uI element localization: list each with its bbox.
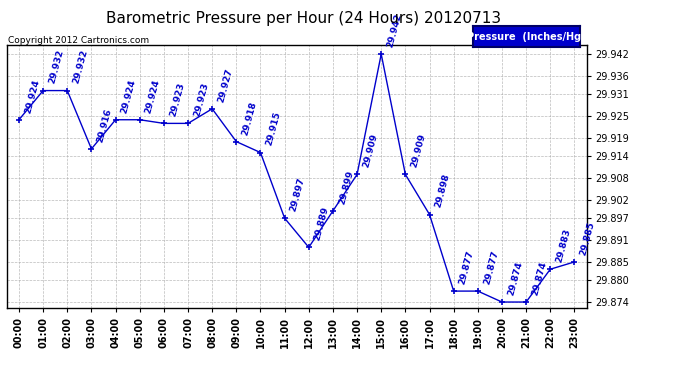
Text: 29.932: 29.932 — [72, 49, 89, 85]
Text: 29.918: 29.918 — [241, 100, 258, 136]
Text: 29.927: 29.927 — [217, 67, 234, 103]
Text: 29.932: 29.932 — [48, 49, 65, 85]
Text: 29.898: 29.898 — [434, 173, 451, 209]
Text: Barometric Pressure per Hour (24 Hours) 20120713: Barometric Pressure per Hour (24 Hours) … — [106, 11, 501, 26]
Text: 29.897: 29.897 — [289, 177, 306, 213]
Text: 29.923: 29.923 — [193, 82, 210, 118]
Text: 29.942: 29.942 — [386, 12, 403, 48]
Text: 29.899: 29.899 — [337, 169, 355, 206]
Text: 29.877: 29.877 — [458, 249, 475, 285]
Text: 29.924: 29.924 — [120, 78, 137, 114]
Text: 29.885: 29.885 — [579, 220, 596, 256]
Text: 29.909: 29.909 — [362, 133, 379, 169]
Text: 29.915: 29.915 — [265, 111, 282, 147]
Text: 29.909: 29.909 — [410, 133, 427, 169]
Text: 29.883: 29.883 — [555, 228, 572, 264]
Text: 29.874: 29.874 — [506, 260, 524, 297]
Text: 29.924: 29.924 — [144, 78, 161, 114]
Text: Pressure  (Inches/Hg): Pressure (Inches/Hg) — [467, 32, 585, 42]
Text: Copyright 2012 Cartronics.com: Copyright 2012 Cartronics.com — [8, 36, 150, 45]
Text: 29.924: 29.924 — [23, 78, 41, 114]
Text: 29.877: 29.877 — [482, 249, 500, 285]
Text: 29.874: 29.874 — [531, 260, 548, 297]
Text: 29.889: 29.889 — [313, 206, 331, 242]
Text: 29.916: 29.916 — [96, 107, 113, 143]
Text: 29.923: 29.923 — [168, 82, 186, 118]
